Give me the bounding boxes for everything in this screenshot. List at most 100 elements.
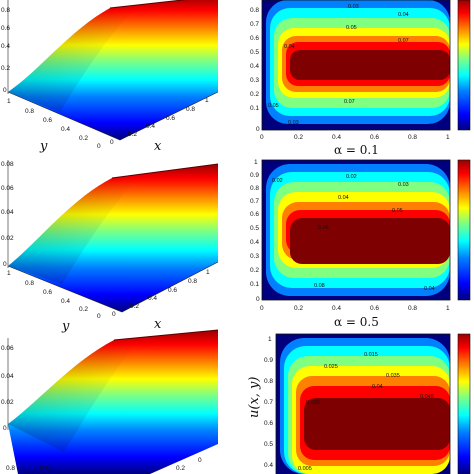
contour-label: 0.015	[364, 352, 378, 358]
contour-label: 0.02	[272, 178, 283, 184]
x-tick: 0.4	[332, 305, 341, 312]
z-tick: 0.04	[1, 209, 14, 216]
y-tick: 0.4	[61, 298, 70, 305]
colorbar	[457, 159, 471, 301]
contour-label: 0.005	[298, 466, 312, 472]
y-tick: 0.2	[79, 306, 88, 313]
contour-label: 0.04	[424, 286, 435, 292]
y-tick: 0.5	[264, 441, 273, 448]
z-tick: 0	[3, 87, 7, 94]
y-tick: 0.9	[250, 172, 259, 179]
x-tick: 0.6	[166, 115, 175, 122]
y-tick: 0.4	[264, 462, 273, 469]
x-tick: 1	[205, 97, 209, 104]
y-tick: 0.8	[25, 280, 34, 287]
contour-label: 0.035	[386, 373, 400, 379]
panel-caption: α = 0.1	[334, 143, 379, 157]
x-tick: 0.8	[188, 278, 197, 285]
contour-panel-1: 0.03 0.04 0.05 0.07 0.07 0.05 0.04 0.03 …	[250, 0, 471, 157]
x-tick: 0.2	[294, 305, 303, 312]
contour-label: 0.02	[346, 174, 357, 180]
x-tick: 0	[198, 457, 202, 464]
y-tick: 0.6	[43, 289, 52, 296]
y-tick: 1	[268, 336, 272, 343]
x-tick: 0.6	[40, 465, 49, 472]
y-tick: 0.9	[264, 357, 273, 364]
z-tick: 0.6	[1, 25, 10, 32]
contour-panel-3: 0.015 0.025 0.035 0.04 0.045 0.035 0.005…	[247, 333, 471, 474]
y-tick: 0.4	[250, 239, 259, 246]
y-tick: 0.6	[250, 211, 259, 218]
z-tick: 0.06	[1, 185, 14, 192]
surface-top-edge	[113, 329, 219, 341]
x-tick: 0.6	[370, 305, 379, 312]
y-tick: 0.2	[79, 135, 88, 142]
x-axis-label: x	[154, 139, 162, 154]
y-tick: 0.8	[250, 185, 259, 192]
y-axis-label: y	[61, 319, 70, 334]
z-tick: 0.8	[1, 7, 10, 14]
x-tick: 0.4	[148, 295, 157, 302]
contour-label: 0.035	[306, 400, 320, 406]
z-tick: 0.4	[1, 43, 10, 50]
z-tick: 0.06	[1, 345, 14, 352]
y-tick: 1	[7, 270, 11, 277]
y-tick: 0.8	[250, 7, 259, 14]
x-tick: 0.8	[408, 134, 417, 141]
y-tick: 0.8	[25, 108, 34, 115]
y-axis-label: y	[39, 139, 48, 154]
y-tick: 0.6	[264, 420, 273, 427]
x-tick: 0	[112, 311, 116, 318]
x-tick: 0.6	[370, 134, 379, 141]
contour-label: 0.04	[372, 384, 383, 390]
x-tick: 0.6	[168, 287, 177, 294]
surface-shade	[8, 6, 140, 112]
contour-panel-2: 0.02 0.03 0.04 0.05 0.06 0.08 0.04 0.02 …	[250, 159, 471, 329]
y-tick: 0	[97, 313, 101, 320]
y-tick: 0.3	[250, 77, 259, 84]
contour-label: 0.04	[284, 44, 295, 50]
y-tick: 1	[7, 98, 11, 105]
y-tick: 0.6	[43, 117, 52, 124]
z-tick: 0.02	[1, 399, 14, 406]
surface-shade	[8, 176, 142, 284]
y-tick: 0.5	[250, 49, 259, 56]
y-tick: 0	[256, 126, 260, 133]
x-tick: 0.2	[130, 303, 139, 310]
contour-label: 0.03	[348, 4, 359, 10]
y-tick: 0.7	[250, 21, 259, 28]
surface-base-edge	[7, 261, 219, 313]
x-tick: 0.2	[128, 131, 137, 138]
y-axis-label: u(x, y)	[247, 377, 262, 418]
y-tick: 0.4	[250, 63, 259, 70]
plot-frame	[261, 159, 451, 301]
x-tick: 0.8	[408, 305, 417, 312]
contour-label: 0.06	[318, 225, 329, 231]
contour-core	[304, 398, 450, 450]
contour-label: 0.08	[314, 283, 325, 289]
x-tick: 0.4	[146, 123, 155, 130]
y-tick: 0.2	[250, 91, 259, 98]
surface-top-edge	[111, 163, 219, 179]
x-tick: 0.8	[186, 106, 195, 113]
x-tick: 0	[110, 139, 114, 146]
y-tick: 0.7	[264, 399, 273, 406]
y-tick: 0.6	[250, 35, 259, 42]
contour-core	[290, 218, 450, 264]
y-tick: 0.4	[61, 126, 70, 133]
contour-label: 0.03	[398, 182, 409, 188]
contour-label: 0.05	[346, 25, 357, 31]
contour-label: 0.045	[420, 394, 434, 400]
surface-panel-2: 0.08 0.06 0.04 0.02 0 1 0.8 0.6 0.4 0.2 …	[1, 160, 219, 334]
x-tick: 0	[260, 134, 264, 141]
x-tick: 0	[260, 305, 264, 312]
y-tick: 0.3	[250, 253, 259, 260]
contour-label: 0.04	[338, 195, 349, 201]
surface-panel-3: 0.06 0.04 0.02 0 0.8 0.6 0.2 0	[1, 329, 219, 474]
y-tick: 0	[97, 143, 101, 150]
contour-label: 0.03	[288, 120, 299, 126]
z-tick: 0	[3, 261, 7, 268]
plot-frame	[275, 333, 451, 474]
surface-base-edge	[7, 91, 219, 141]
surface-shade	[8, 338, 144, 452]
